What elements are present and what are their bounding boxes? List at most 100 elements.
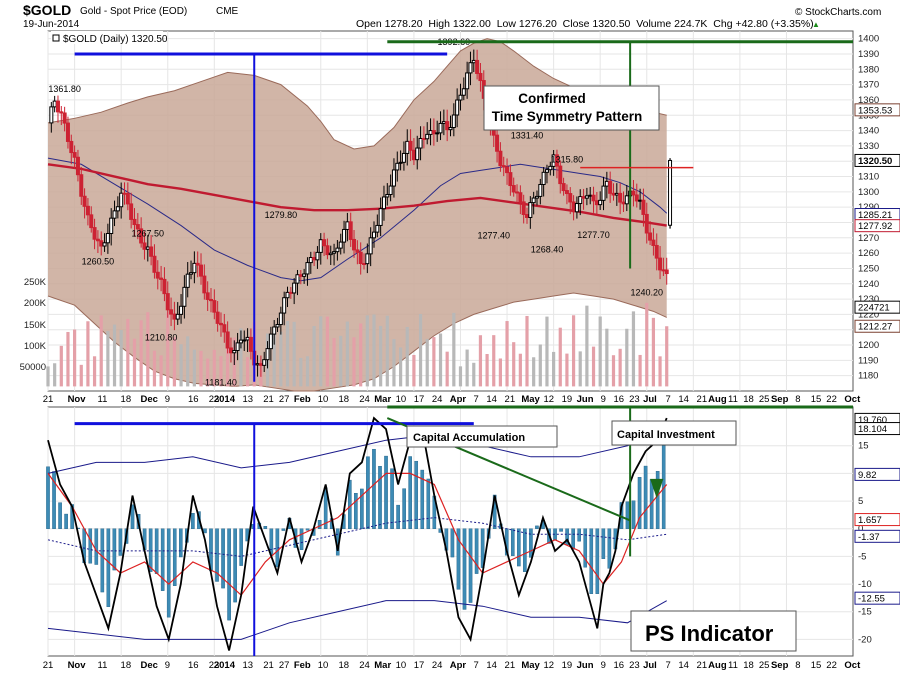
histogram-bar: [631, 500, 636, 529]
candle-body: [149, 246, 154, 257]
histogram-bar: [408, 456, 412, 529]
legend-box: [51, 31, 163, 44]
candle-body: [218, 322, 223, 326]
histogram-bar: [172, 528, 177, 586]
volume-bar: [245, 357, 250, 387]
candle-body: [478, 72, 483, 82]
candle-body: [475, 59, 480, 74]
volume-bar: [665, 326, 669, 387]
price-tick: 1220: [858, 309, 879, 320]
candle-body: [332, 251, 337, 254]
candle-body: [228, 347, 233, 354]
candle-body: [375, 224, 380, 233]
volume-bar: [352, 337, 356, 387]
ps-indicator-panel: 151050-5-10-15-2019.76018.1049.821.657-1…: [46, 405, 900, 657]
volume-bar: [631, 311, 636, 387]
pattern-label-line2: Time Symmetry Pattern: [492, 109, 643, 124]
volume-bar: [219, 356, 223, 387]
volume-bar: [472, 362, 476, 387]
indicator-right-label: 19.760: [858, 415, 887, 426]
candle-body: [135, 224, 140, 230]
price-stats: Open 1278.20 High 1322.00 Low 1276.20 Cl…: [356, 18, 814, 30]
histogram-bar: [299, 528, 304, 550]
candle-body: [288, 291, 293, 294]
histogram-bar: [160, 528, 165, 591]
candle-body: [471, 59, 476, 64]
date-label: 7: [473, 394, 478, 405]
date-label: 23: [629, 394, 640, 405]
indicator-tick: -15: [858, 607, 872, 618]
candle-body: [581, 196, 586, 199]
volume-bar: [332, 338, 336, 387]
indicator-right-label-box: [854, 529, 900, 543]
date-label: 23: [209, 394, 220, 405]
candle-body: [511, 185, 516, 193]
candle-body: [668, 159, 673, 226]
price-callout: 1260.50: [82, 256, 115, 266]
candle-body: [391, 169, 396, 187]
price-tick: 1310: [858, 172, 879, 183]
candle-body: [305, 262, 310, 275]
histogram-bar: [233, 528, 237, 603]
price-tick: 1180: [858, 371, 878, 382]
candle-body: [501, 165, 506, 168]
indicator-right-label-box: [854, 467, 900, 481]
date-label: 16: [614, 394, 625, 405]
volume-bar: [159, 355, 163, 387]
date-label: 21: [43, 660, 54, 671]
volume-bar: [385, 315, 389, 387]
price-callout: 1240.20: [630, 287, 663, 297]
date-label: 17: [414, 660, 425, 671]
histogram-bar: [106, 528, 111, 607]
volume-bar: [53, 363, 57, 387]
candle-body: [348, 221, 353, 240]
candle-body: [315, 251, 320, 261]
candle-body: [99, 240, 104, 247]
candle-body: [428, 130, 433, 135]
date-label: 18: [743, 660, 754, 671]
volume-bar: [86, 321, 90, 387]
date-label: Dec: [140, 394, 157, 405]
volume-bar: [552, 351, 556, 387]
histogram-bar: [420, 469, 425, 529]
histogram-bar: [354, 493, 358, 529]
price-right-label: 1277.92: [858, 221, 892, 232]
candle-body: [152, 255, 157, 273]
volume-bar: [645, 302, 649, 387]
investment-box: [611, 420, 737, 446]
volume-bar: [605, 328, 609, 387]
histogram-bar: [601, 528, 606, 559]
volume-bar: [538, 344, 542, 387]
volume-bar: [66, 331, 70, 387]
candle-body: [132, 218, 137, 226]
candle-body: [102, 242, 107, 247]
candle-body: [438, 122, 443, 134]
volume-tick: 250K: [24, 277, 47, 288]
candle-body: [55, 100, 60, 113]
candle-body: [232, 349, 237, 354]
histogram-bar: [523, 528, 527, 572]
date-label: 10: [396, 660, 407, 671]
candle-body: [508, 172, 513, 187]
candle-body: [145, 246, 150, 250]
volume-bar: [512, 342, 516, 387]
histogram-bar: [227, 528, 231, 621]
volume-bar: [112, 324, 117, 387]
down-arrow-icon: [650, 478, 664, 499]
candle-body: [498, 150, 503, 167]
volume-tick: 150K: [24, 320, 47, 331]
volume-bar: [152, 350, 157, 387]
candle-body: [325, 245, 330, 256]
candle-body: [82, 195, 87, 207]
date-label: Jun: [577, 394, 594, 405]
date-label: 14: [486, 660, 497, 671]
candle-body: [641, 199, 646, 215]
candle-body: [385, 193, 390, 198]
candle-body: [222, 324, 227, 333]
band-lower-line: [47, 292, 667, 392]
histogram-bar: [100, 528, 105, 593]
candle-body: [564, 190, 569, 195]
histogram-bar: [166, 528, 171, 618]
date-label: 25: [759, 660, 770, 671]
